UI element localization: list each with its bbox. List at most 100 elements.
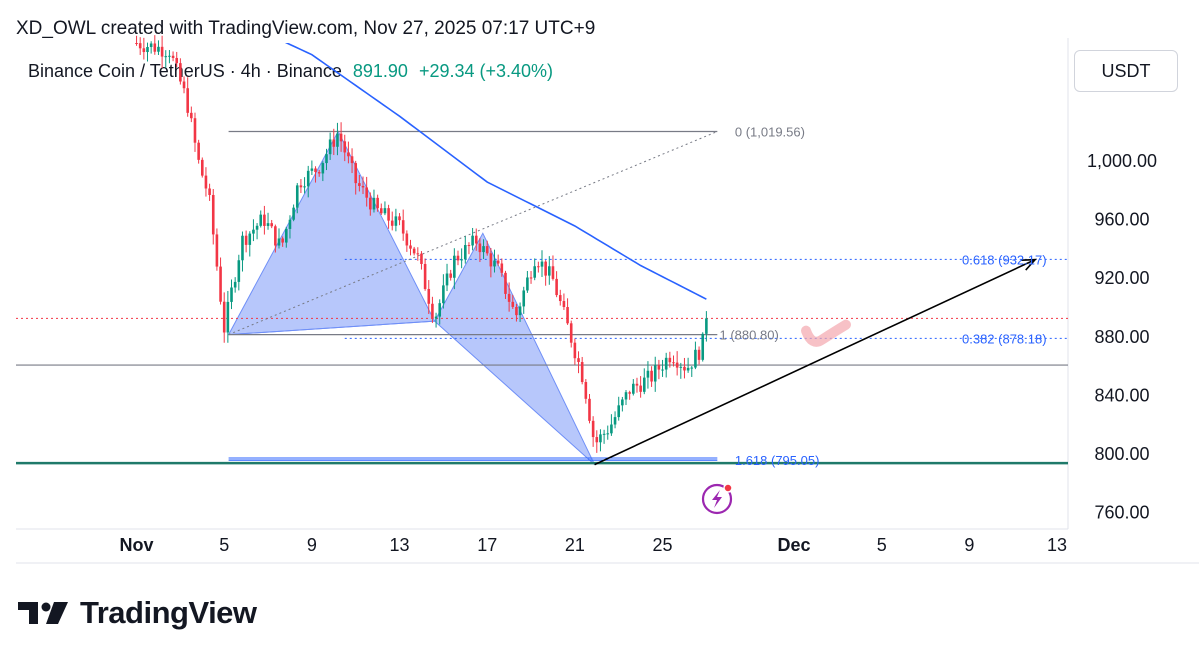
currency-selector[interactable]: USDT bbox=[1074, 50, 1178, 92]
candle-body bbox=[149, 43, 153, 48]
projection-arrow-head bbox=[1021, 258, 1037, 271]
candle-body bbox=[138, 43, 142, 49]
candle-body bbox=[500, 263, 504, 273]
candle-body bbox=[482, 246, 485, 253]
candle-body bbox=[160, 46, 164, 57]
candle-body bbox=[200, 159, 204, 176]
candle-body bbox=[383, 208, 387, 214]
candle-body bbox=[471, 235, 474, 246]
notification-dot-icon bbox=[723, 483, 733, 493]
candle-body bbox=[679, 366, 683, 368]
candle-body bbox=[420, 253, 423, 264]
last-price: 891.90 bbox=[352, 61, 408, 81]
candle-body bbox=[650, 370, 653, 382]
candle-body bbox=[478, 243, 482, 253]
axes: 760.00 800.00 840.00 880.00 920.00 960.00 1,00… bbox=[120, 151, 1158, 555]
candle-body bbox=[584, 382, 588, 399]
chart-caption: XD_OWL created with TradingView.com, Nov… bbox=[16, 18, 596, 39]
y-tick-label: 960.00 bbox=[1094, 210, 1149, 230]
candle-body bbox=[449, 273, 452, 278]
candle-body bbox=[259, 214, 263, 226]
candle-body bbox=[632, 383, 635, 394]
candle-body bbox=[569, 323, 573, 343]
candle-body bbox=[657, 365, 661, 370]
candle-body bbox=[146, 47, 149, 53]
candle-body bbox=[683, 366, 686, 371]
candle-body bbox=[390, 220, 394, 226]
pattern-triangle-bcd bbox=[433, 232, 596, 465]
candle-body bbox=[215, 234, 219, 267]
fib-level-label: 0 (1,019.56) bbox=[735, 124, 805, 139]
candle-body bbox=[544, 261, 547, 276]
candle-body bbox=[142, 48, 146, 53]
candle-body bbox=[244, 235, 248, 245]
price-change: +29.34 (+3.40%) bbox=[418, 61, 554, 81]
candle-body bbox=[409, 245, 412, 249]
candle-body bbox=[193, 118, 197, 143]
candle-body bbox=[537, 266, 540, 268]
candles bbox=[135, 35, 708, 453]
candle-body bbox=[190, 112, 193, 119]
candle-body bbox=[263, 214, 266, 226]
candle-body bbox=[653, 365, 657, 382]
candle-body bbox=[343, 141, 347, 153]
candle-body bbox=[325, 154, 328, 164]
candle-body bbox=[642, 377, 646, 392]
candle-body bbox=[573, 342, 577, 359]
candle-body bbox=[588, 398, 591, 421]
candle-body bbox=[208, 188, 211, 195]
candle-body bbox=[230, 287, 233, 302]
candle-body bbox=[577, 358, 580, 363]
candle-body bbox=[401, 220, 405, 234]
candle-body bbox=[427, 288, 431, 304]
candle-body bbox=[694, 349, 697, 368]
x-tick-label: 17 bbox=[477, 535, 497, 555]
candle-body bbox=[460, 259, 463, 261]
candle-body bbox=[164, 56, 168, 58]
candle-body bbox=[168, 55, 171, 57]
y-tick-label: 800.00 bbox=[1094, 444, 1149, 464]
x-tick-label: Nov bbox=[120, 535, 154, 555]
candle-body bbox=[354, 163, 358, 184]
candle-body bbox=[628, 392, 631, 394]
x-tick-label: 5 bbox=[219, 535, 229, 555]
candle-body bbox=[522, 290, 526, 307]
candle-body bbox=[533, 266, 536, 278]
candle-body bbox=[310, 168, 314, 171]
x-tick-label: 5 bbox=[877, 535, 887, 555]
symbol-info[interactable]: Binance Coin / TetherUS · 4h · Binance 8… bbox=[28, 61, 553, 82]
candle-body bbox=[186, 88, 189, 113]
candle-body bbox=[423, 263, 427, 289]
candle-body bbox=[281, 238, 284, 243]
candle-body bbox=[690, 367, 694, 369]
candle-body bbox=[493, 260, 496, 267]
candle-body bbox=[135, 43, 138, 44]
candle-body bbox=[226, 301, 230, 333]
tradingview-brand[interactable]: TradingView bbox=[18, 595, 257, 631]
moving-average-line bbox=[284, 43, 707, 300]
candle-body bbox=[610, 424, 613, 434]
annotations: 0 (1,019.56) 1 (880.80) 1.618 (795.05) 0.61… bbox=[594, 124, 1047, 515]
candle-body bbox=[511, 301, 515, 307]
candle-body bbox=[456, 255, 460, 261]
fib-level-label: 1 (880.80) bbox=[720, 328, 779, 343]
candle-body bbox=[463, 245, 467, 260]
x-tick-label: 9 bbox=[964, 535, 974, 555]
candle-body bbox=[347, 152, 350, 157]
candle-body bbox=[204, 175, 208, 189]
candle-body bbox=[431, 303, 434, 319]
brand-name: TradingView bbox=[80, 595, 257, 630]
x-tick-label: 13 bbox=[1047, 535, 1067, 555]
candle-body bbox=[518, 306, 522, 316]
candle-body bbox=[591, 420, 595, 438]
candle-body bbox=[442, 285, 445, 304]
y-tick-label: 760.00 bbox=[1094, 502, 1149, 522]
candle-body bbox=[153, 43, 157, 52]
candle-body bbox=[540, 261, 544, 267]
candle-body bbox=[295, 185, 299, 208]
candle-body bbox=[394, 216, 398, 226]
candle-body bbox=[197, 142, 200, 160]
candle-body bbox=[621, 399, 624, 406]
projection-arrow-line bbox=[594, 258, 1036, 466]
